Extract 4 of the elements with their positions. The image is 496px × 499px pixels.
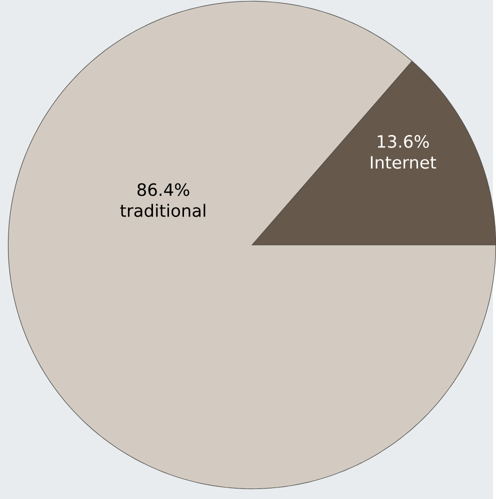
- data-label: 13.6%: [378, 135, 429, 148]
- slice-label: traditional: [120, 204, 206, 217]
- slice-label: Internet: [370, 156, 436, 169]
- data-label: 86.4%: [137, 183, 190, 196]
